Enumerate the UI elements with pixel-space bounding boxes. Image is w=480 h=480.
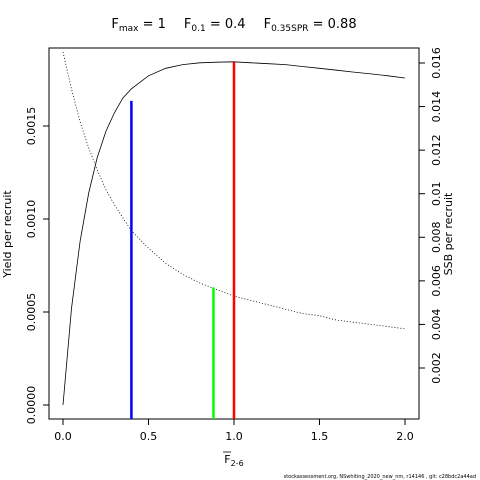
y-right-tick-label: 0.01 xyxy=(430,181,443,206)
x-tick-label: 0.0 xyxy=(54,430,72,443)
yield-per-recruit-line xyxy=(62,61,406,406)
f01-sub: 0.1 xyxy=(191,24,205,34)
ssb-per-recruit-line xyxy=(62,52,406,330)
x-axis: 0.0 0.5 1.0 1.5 2.0 xyxy=(54,419,414,443)
y-right-tick-label: 0.012 xyxy=(430,134,443,166)
x-axis-label-base: F xyxy=(224,453,230,466)
fmax-label: F xyxy=(111,17,118,32)
fmax-value: = 1 xyxy=(138,17,165,32)
y-left-tick-label: 0.0000 xyxy=(25,386,38,425)
y-right-tick-label: 0.004 xyxy=(430,309,443,341)
y-left-tick-label: 0.0010 xyxy=(25,200,38,239)
y-axis-right: 0.002 0.004 0.006 0.008 0.01 0.012 0.014 0.016 xyxy=(419,47,443,384)
f01-value: = 0.4 xyxy=(206,17,246,32)
y-axis-left-label: Yield per recruit xyxy=(1,190,14,279)
y-left-tick-label: 0.0015 xyxy=(25,107,38,146)
x-axis-label-sub: 2-6 xyxy=(231,459,244,468)
y-right-tick-label: 0.006 xyxy=(430,265,443,297)
x-axis-label: F2-6 xyxy=(224,453,243,468)
fspr-value: = 0.88 xyxy=(309,17,357,32)
y-axis-left: 0.0000 0.0005 0.0010 0.0015 xyxy=(25,107,49,425)
y-right-tick-label: 0.008 xyxy=(430,222,443,254)
y-left-tick-label: 0.0005 xyxy=(25,293,38,332)
x-tick-label: 0.5 xyxy=(140,430,158,443)
y-right-tick-label: 0.016 xyxy=(430,47,443,79)
chart-title: Fmax = 1 F0.1 = 0.4 F0.35SPR = 0.88 xyxy=(111,17,356,34)
series-layer xyxy=(62,52,406,406)
reference-lines xyxy=(130,61,236,419)
x-tick-label: 1.0 xyxy=(225,430,243,443)
fmax-sub: max xyxy=(119,24,139,34)
y-right-tick-label: 0.002 xyxy=(430,352,443,384)
f01-label: F xyxy=(184,17,191,32)
fspr-sub: 0.35SPR xyxy=(271,24,308,34)
footer-note: stockassessment.org, NSwhiting_2020_new_… xyxy=(284,474,476,480)
y-right-tick-label: 0.014 xyxy=(430,91,443,123)
fspr-label: F xyxy=(264,17,271,32)
y-axis-right-label: SSB per recruit xyxy=(442,192,455,275)
x-tick-label: 2.0 xyxy=(396,430,414,443)
x-tick-label: 1.5 xyxy=(311,430,329,443)
